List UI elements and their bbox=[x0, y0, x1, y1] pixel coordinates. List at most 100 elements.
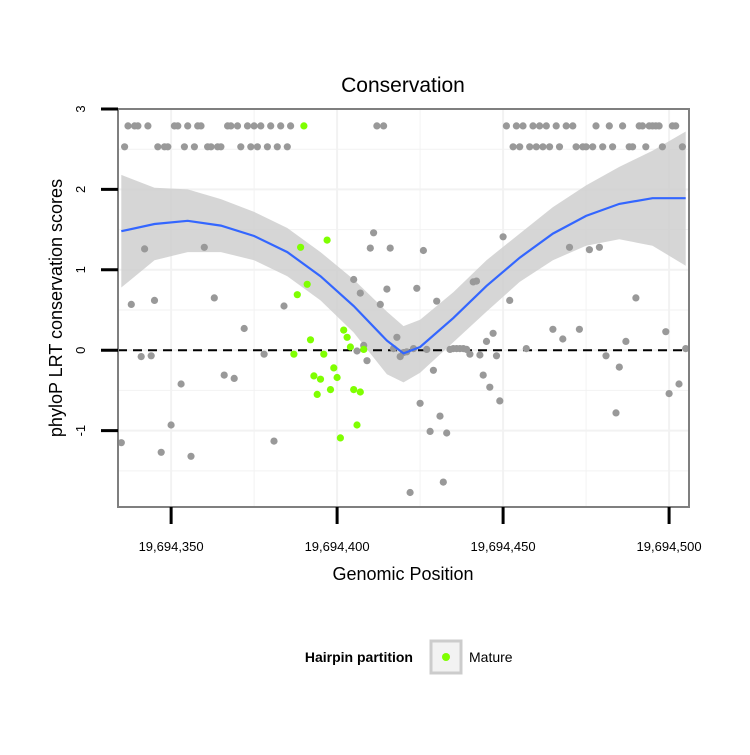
y-axis-title: phyloP LRT conservation scores bbox=[46, 179, 66, 437]
mature-data-point bbox=[310, 372, 318, 380]
other-data-point bbox=[602, 352, 610, 360]
other-data-point bbox=[562, 122, 570, 130]
other-data-point bbox=[599, 143, 607, 151]
other-data-point bbox=[559, 335, 567, 343]
other-data-point bbox=[675, 380, 683, 388]
other-data-point bbox=[353, 347, 361, 355]
other-data-point bbox=[260, 350, 268, 358]
y-tick-label: 1 bbox=[73, 266, 88, 273]
other-data-point bbox=[585, 246, 594, 254]
other-data-point bbox=[632, 294, 640, 302]
other-data-point bbox=[134, 122, 142, 130]
other-data-point bbox=[406, 488, 414, 497]
other-data-point bbox=[506, 296, 514, 304]
other-data-point bbox=[250, 122, 258, 130]
other-data-point bbox=[492, 352, 501, 360]
points-layer bbox=[117, 122, 690, 497]
other-data-point bbox=[233, 122, 242, 130]
other-data-point bbox=[121, 143, 129, 151]
mature-data-point bbox=[356, 388, 364, 396]
other-data-point bbox=[366, 244, 374, 252]
other-data-point bbox=[619, 122, 627, 130]
other-data-point bbox=[277, 122, 285, 130]
other-data-point bbox=[476, 351, 484, 359]
mature-data-point bbox=[300, 122, 308, 130]
mature-data-point bbox=[293, 291, 301, 299]
other-data-point bbox=[486, 383, 494, 391]
other-data-point bbox=[227, 122, 235, 130]
other-data-point bbox=[383, 285, 391, 293]
mature-data-point bbox=[350, 386, 358, 394]
mature-data-point bbox=[316, 375, 325, 383]
other-data-point bbox=[516, 143, 524, 151]
other-data-point bbox=[658, 143, 667, 151]
mature-data-point bbox=[346, 343, 354, 351]
legend: Hairpin partition Mature bbox=[305, 639, 513, 675]
mature-data-point bbox=[330, 364, 338, 372]
other-data-point bbox=[509, 143, 517, 151]
other-data-point bbox=[439, 478, 447, 486]
other-data-point bbox=[575, 325, 584, 333]
chart-title: Conservation bbox=[341, 74, 465, 97]
x-tick-label: 19,694,400 bbox=[305, 539, 370, 554]
other-data-point bbox=[496, 397, 504, 405]
other-data-point bbox=[150, 296, 159, 304]
other-data-point bbox=[356, 289, 364, 297]
x-tick-label: 19,694,350 bbox=[139, 539, 204, 554]
other-data-point bbox=[419, 246, 427, 255]
x-tick-label: 19,694,450 bbox=[471, 539, 536, 554]
other-data-point bbox=[605, 122, 613, 130]
other-data-point bbox=[522, 345, 530, 353]
other-data-point bbox=[267, 122, 275, 130]
other-data-point bbox=[167, 421, 175, 429]
other-data-point bbox=[280, 302, 288, 310]
other-data-point bbox=[283, 143, 291, 151]
other-data-point bbox=[416, 399, 424, 407]
other-data-point bbox=[638, 122, 647, 130]
other-data-point bbox=[273, 143, 281, 151]
mature-data-point bbox=[353, 421, 361, 429]
other-data-point bbox=[655, 122, 663, 130]
other-data-point bbox=[682, 345, 690, 353]
other-data-point bbox=[393, 333, 401, 341]
y-tick-label: 2 bbox=[73, 186, 88, 193]
mature-data-point bbox=[323, 236, 331, 244]
other-data-point bbox=[127, 300, 135, 308]
other-data-point bbox=[200, 243, 208, 251]
other-data-point bbox=[263, 143, 271, 151]
other-data-point bbox=[678, 143, 687, 151]
other-data-point bbox=[363, 357, 371, 365]
mature-data-point bbox=[290, 350, 298, 358]
other-data-point bbox=[190, 143, 198, 151]
other-data-point bbox=[612, 409, 620, 417]
x-tick-label: 19,694,500 bbox=[637, 539, 702, 554]
other-data-point bbox=[124, 122, 132, 130]
mature-data-point bbox=[320, 350, 328, 358]
other-data-point bbox=[552, 122, 560, 130]
other-data-point bbox=[482, 337, 491, 345]
other-data-point bbox=[210, 294, 218, 302]
other-data-point bbox=[582, 143, 590, 151]
other-data-point bbox=[595, 243, 604, 251]
other-data-point bbox=[373, 122, 381, 130]
other-data-point bbox=[247, 143, 255, 151]
other-data-point bbox=[526, 143, 534, 151]
other-data-point bbox=[253, 143, 261, 151]
other-data-point bbox=[565, 243, 574, 251]
other-data-point bbox=[665, 390, 673, 398]
y-tick-label: -1 bbox=[73, 425, 88, 437]
other-data-point bbox=[572, 143, 580, 151]
other-data-point bbox=[472, 277, 481, 285]
other-data-point bbox=[542, 122, 550, 130]
other-data-point bbox=[536, 122, 544, 130]
other-data-point bbox=[615, 363, 623, 371]
other-data-point bbox=[177, 380, 185, 388]
legend-key-mature-icon bbox=[442, 653, 450, 661]
other-data-point bbox=[207, 143, 215, 151]
other-data-point bbox=[662, 328, 670, 336]
mature-data-point bbox=[343, 333, 351, 341]
plot-panel-border bbox=[117, 108, 690, 508]
legend-title: Hairpin partition bbox=[305, 649, 413, 665]
smooth-trend-line bbox=[121, 197, 686, 355]
